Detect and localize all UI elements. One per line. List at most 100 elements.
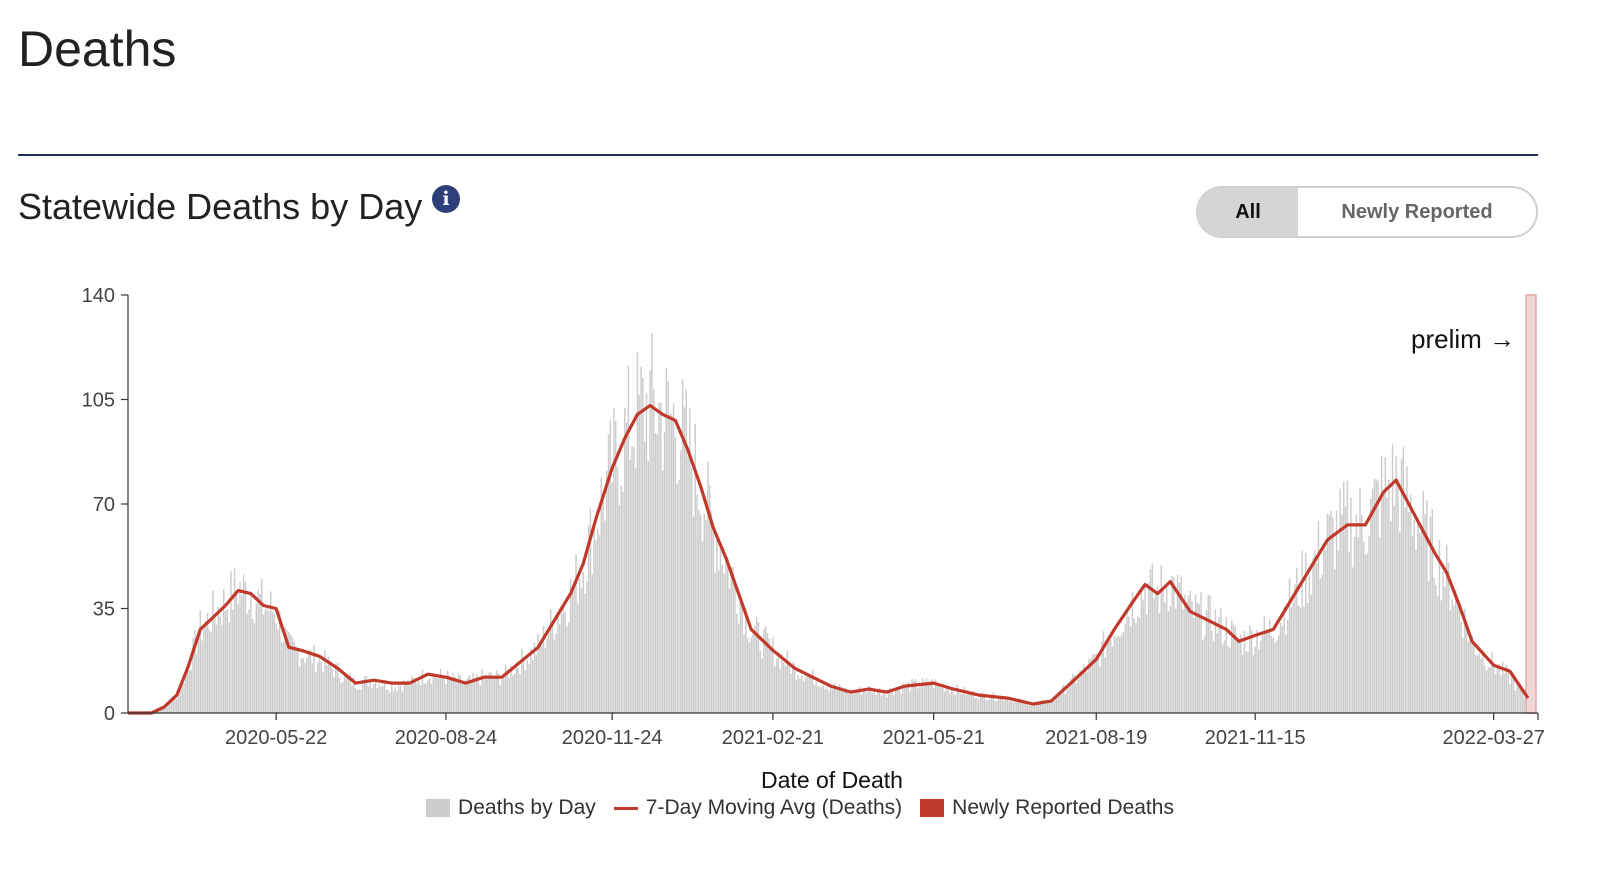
bar	[510, 665, 512, 713]
bar	[1483, 665, 1486, 713]
bar	[1384, 457, 1387, 713]
bar	[1043, 700, 1045, 713]
bar	[1400, 459, 1403, 713]
bar	[1039, 701, 1041, 713]
bar	[764, 626, 767, 713]
bar	[940, 687, 942, 713]
bar	[475, 674, 478, 713]
bar	[1135, 622, 1137, 713]
bar	[197, 637, 200, 713]
bar	[902, 682, 904, 713]
bar	[320, 662, 323, 713]
bars-layer	[152, 332, 1529, 713]
bar	[331, 668, 333, 713]
legend-item-moving-avg[interactable]: 7-Day Moving Avg (Deaths)	[613, 796, 902, 820]
x-tick-label: 2022-03-27	[1443, 727, 1545, 749]
bar	[739, 599, 742, 713]
bar	[1460, 621, 1462, 713]
bar	[1122, 632, 1125, 713]
bar	[1176, 575, 1179, 713]
bar	[282, 641, 285, 713]
legend-swatch-moving-avg	[613, 806, 638, 810]
bar	[1106, 642, 1108, 713]
toggle-all-button[interactable]: All	[1198, 188, 1298, 236]
bar	[967, 690, 969, 713]
bar	[931, 679, 933, 713]
bar	[768, 638, 771, 713]
bar	[398, 685, 400, 713]
bar	[1165, 586, 1168, 713]
bar	[734, 583, 736, 713]
bar	[1469, 634, 1471, 713]
bar	[436, 677, 438, 713]
bar	[1055, 697, 1058, 713]
bar	[1335, 510, 1338, 713]
bar	[1332, 517, 1334, 713]
bar	[1169, 606, 1172, 713]
bar	[1025, 701, 1027, 713]
bar	[360, 689, 362, 713]
bar	[396, 690, 398, 713]
bar	[526, 659, 528, 713]
bar	[1245, 651, 1247, 713]
toggle-newly-reported-button[interactable]: Newly Reported	[1341, 201, 1493, 223]
bar	[806, 674, 808, 713]
bar	[783, 662, 785, 713]
bar	[840, 687, 843, 713]
bar	[692, 516, 695, 713]
bar	[499, 685, 501, 713]
bar	[775, 658, 778, 713]
bar	[835, 688, 837, 713]
legend-item-newly-reported[interactable]: Newly Reported Deaths	[920, 796, 1174, 820]
bar	[651, 332, 653, 713]
bar	[307, 650, 310, 713]
bar	[815, 681, 817, 713]
bar	[1478, 653, 1480, 713]
bar	[190, 669, 192, 713]
bar	[1511, 676, 1513, 713]
bar	[1044, 703, 1047, 713]
bar	[652, 389, 655, 713]
bar	[338, 677, 341, 713]
bar	[1422, 491, 1424, 713]
bar	[1084, 668, 1087, 713]
bar	[754, 626, 756, 713]
bar	[1007, 698, 1009, 713]
bar	[313, 644, 315, 713]
bar	[605, 470, 608, 713]
bar	[849, 689, 852, 713]
bar	[1429, 516, 1432, 713]
bar	[165, 703, 167, 713]
bar	[1142, 600, 1144, 713]
bar	[839, 684, 841, 713]
bar	[192, 638, 194, 713]
bar	[1458, 606, 1461, 713]
bar	[1485, 670, 1488, 713]
bar	[616, 466, 619, 713]
bar	[1147, 582, 1150, 713]
bar	[325, 665, 328, 713]
bar	[972, 690, 975, 713]
bar	[237, 604, 239, 713]
bar	[1061, 686, 1063, 713]
bar	[1019, 698, 1022, 713]
bar	[1451, 599, 1453, 713]
bar	[1236, 640, 1238, 713]
bar	[1348, 552, 1350, 713]
bar	[1281, 625, 1284, 713]
bar	[676, 484, 678, 713]
x-axis-title: Date of Death	[761, 767, 903, 790]
bar	[298, 666, 301, 713]
bar	[428, 678, 431, 713]
bar	[268, 611, 270, 713]
legend-swatch-deaths-by-day	[426, 799, 451, 817]
bar	[1361, 515, 1363, 713]
bar	[1247, 651, 1249, 713]
bar	[1413, 519, 1415, 713]
bar	[580, 588, 583, 713]
bar	[531, 659, 534, 713]
bar	[1156, 585, 1159, 713]
bar	[224, 610, 227, 713]
legend-item-deaths-by-day[interactable]: Deaths by Day	[426, 796, 596, 820]
info-icon[interactable]: i	[432, 185, 460, 213]
